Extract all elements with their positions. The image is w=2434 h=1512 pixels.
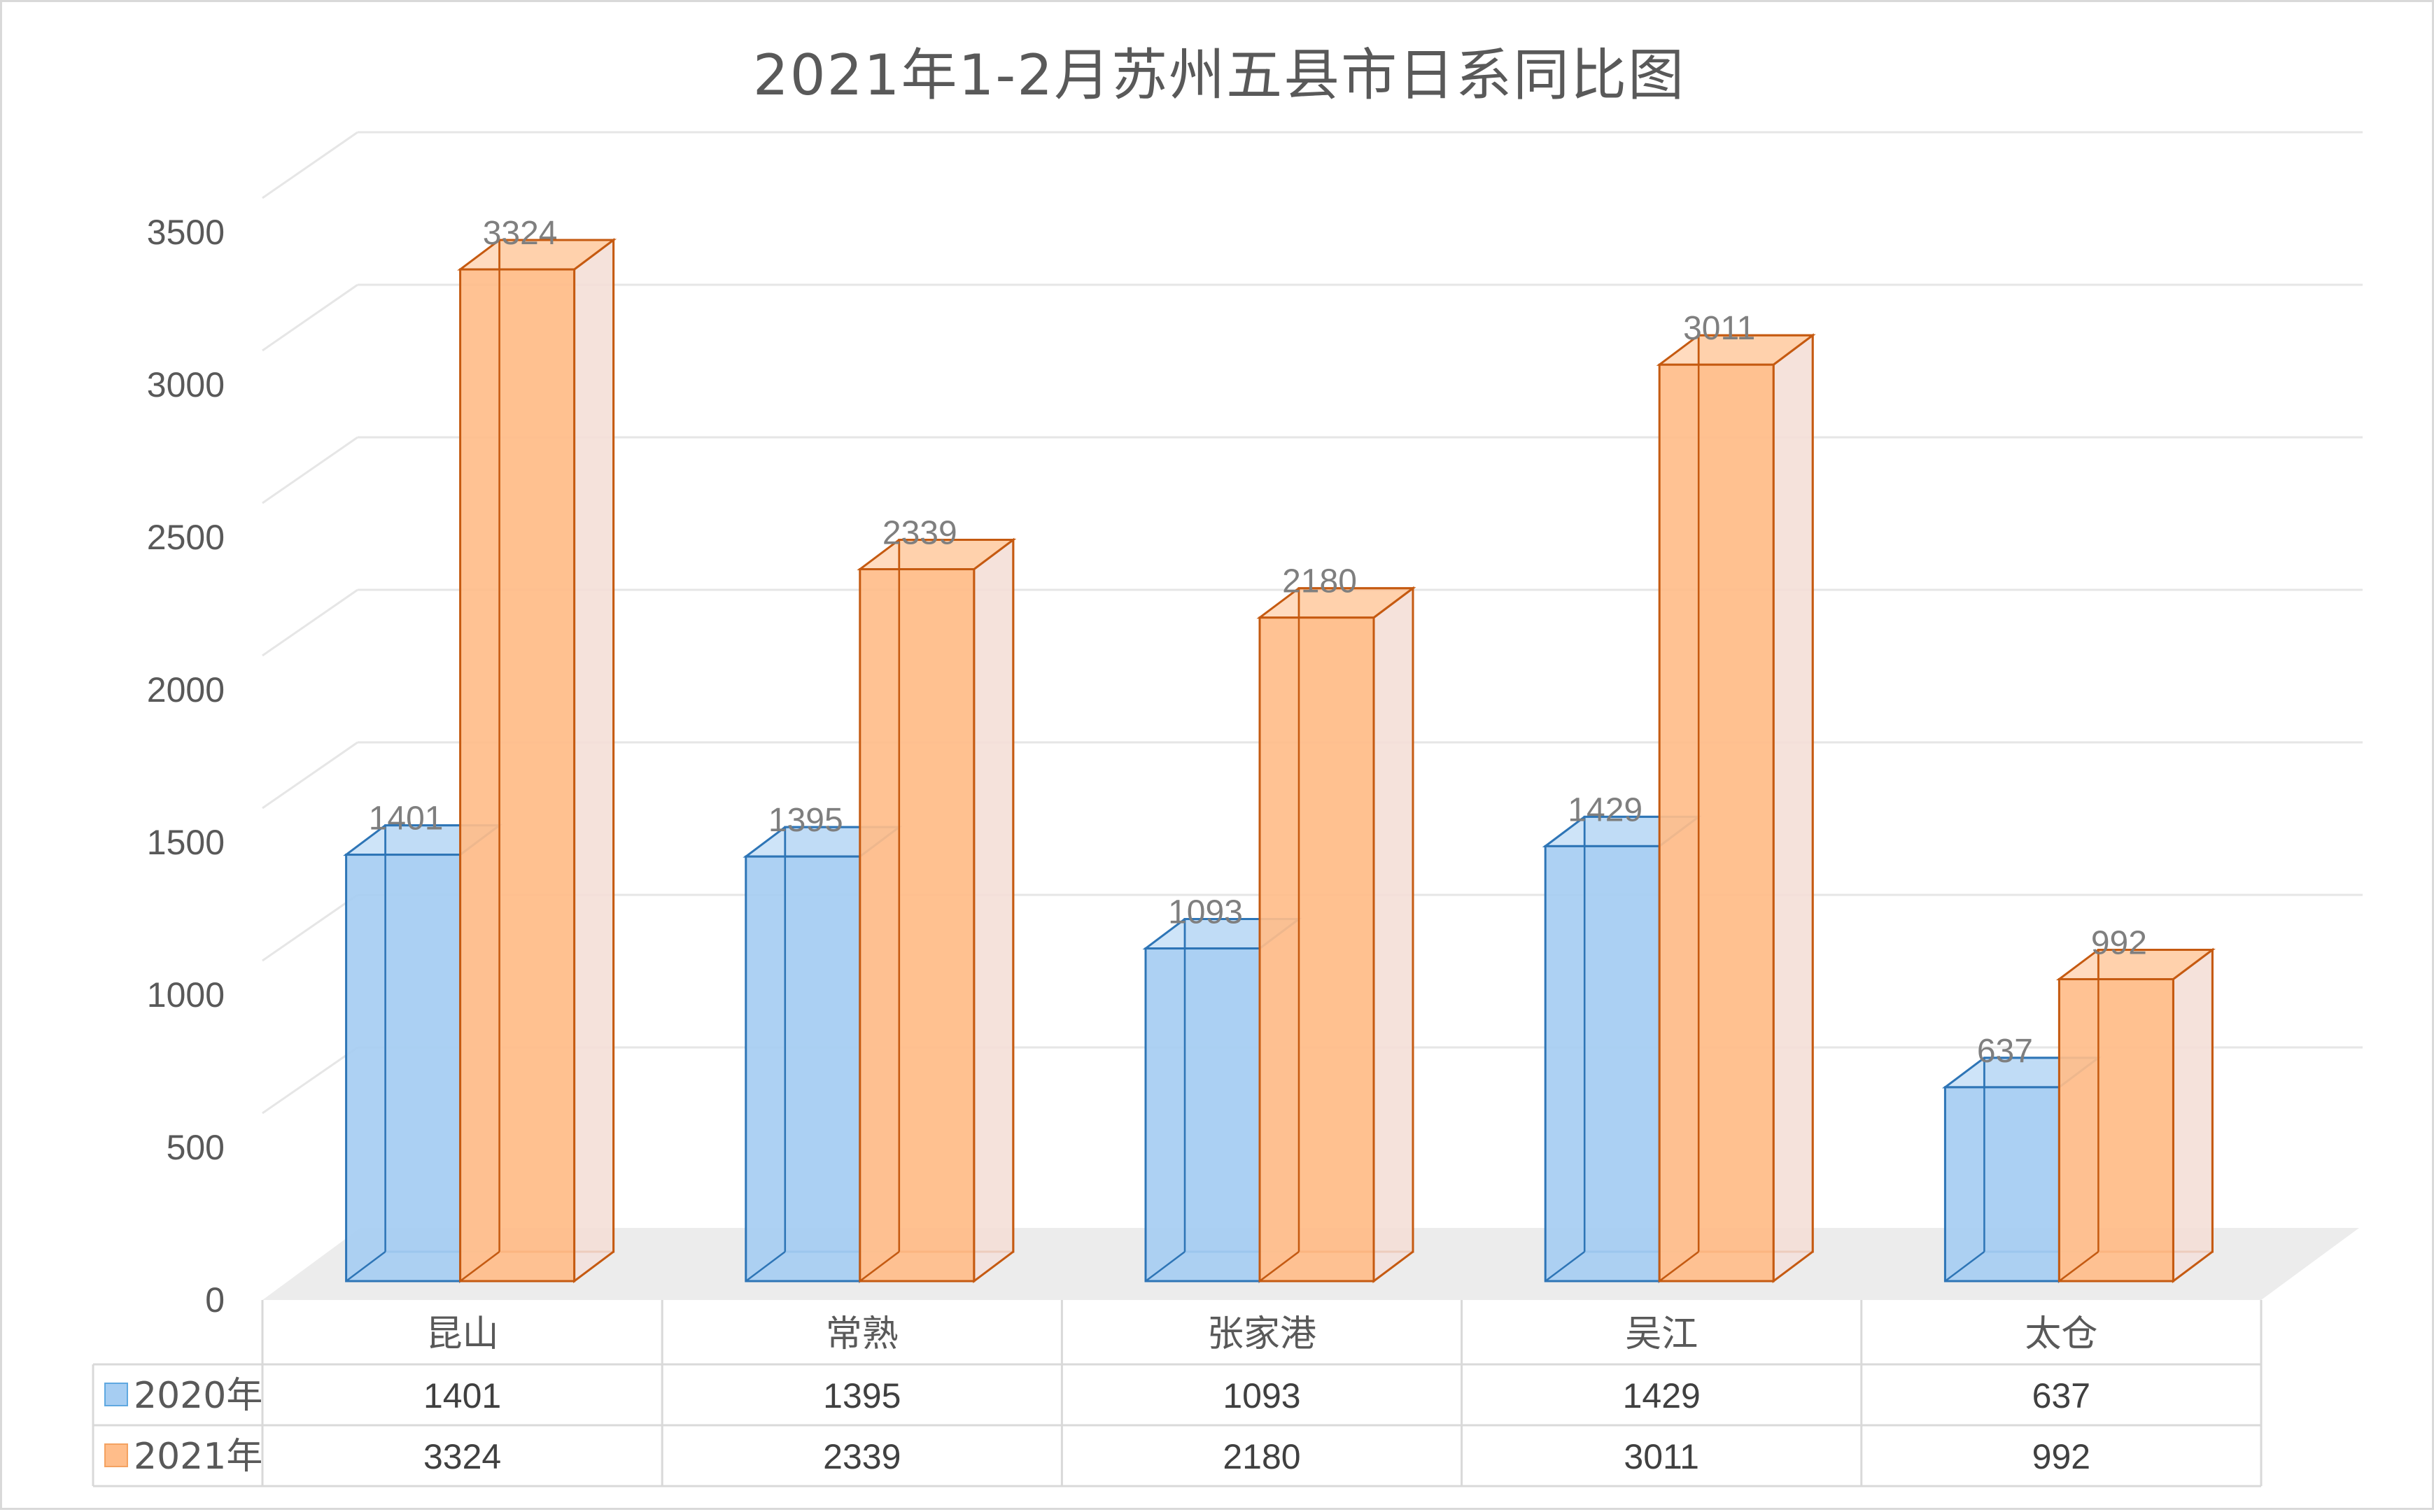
y-tick-label: 500 [167, 1128, 225, 1167]
y-tick-label: 2500 [147, 518, 225, 557]
bar-side-face [1372, 586, 1414, 1283]
y-tick-label: 1500 [147, 823, 225, 862]
gridline-side [262, 741, 358, 810]
data-label: 3011 [1683, 310, 1755, 347]
bar-2-1 [457, 238, 617, 1283]
table-category-label: 张家港 [1207, 1313, 1316, 1355]
table-cell-value: 1401 [423, 1376, 501, 1415]
bar-front-face [1258, 616, 1375, 1283]
bar-edge [459, 1251, 500, 1282]
bar-edge [745, 1251, 786, 1282]
gridline-side [262, 1046, 358, 1115]
bar-2-5 [2055, 947, 2216, 1283]
y-tick-label: 3000 [147, 365, 225, 404]
table-cell-value: 1395 [823, 1376, 901, 1415]
bar-front-face [1658, 363, 1775, 1283]
table-category-label: 吴江 [1625, 1313, 1698, 1355]
bar-side-face [973, 537, 1015, 1283]
bar-front-face [1943, 1086, 2060, 1283]
table-category-label: 昆山 [426, 1313, 499, 1355]
bar-front-face [1544, 845, 1661, 1283]
bar-front-face [745, 855, 861, 1283]
gridline-side [262, 893, 358, 962]
table-category-label: 太仓 [2025, 1313, 2097, 1355]
bar-front-face [859, 568, 976, 1283]
data-label: 992 [2091, 924, 2147, 961]
y-tick-label: 2000 [147, 670, 225, 709]
legend-label-1: 2020年 [134, 1375, 262, 1417]
bar-side-face [2172, 947, 2214, 1283]
data-label: 1093 [1168, 894, 1243, 931]
data-label: 1429 [1568, 791, 1642, 828]
table-cell-value: 1093 [1223, 1376, 1300, 1415]
bar-side-face [1772, 333, 1814, 1283]
table-cell-value: 992 [2032, 1437, 2090, 1476]
data-label: 2339 [882, 515, 957, 552]
bar-front-face [345, 854, 462, 1283]
table-cell-value: 637 [2032, 1376, 2090, 1415]
y-tick-label: 0 [205, 1280, 225, 1320]
bar-2-2 [857, 537, 1017, 1283]
table-cell-value: 3324 [423, 1437, 501, 1476]
table-cell-value: 2180 [1223, 1437, 1300, 1476]
bar-2-3 [1256, 586, 1416, 1283]
legend-key-2 [104, 1443, 128, 1467]
bar-side-face [573, 238, 615, 1283]
table-cell-value: 3011 [1624, 1437, 1699, 1476]
legend-key-1 [104, 1383, 128, 1406]
gridline-side [262, 436, 358, 504]
gridline-side [262, 283, 358, 352]
bar-edge [345, 1251, 386, 1282]
bar-front-face [2057, 977, 2174, 1283]
table-category-label: 常熟 [826, 1313, 899, 1355]
bar-edge [1145, 1251, 1186, 1282]
bar-edge [859, 1251, 900, 1282]
data-label: 2180 [1282, 563, 1357, 600]
data-label: 1401 [369, 800, 444, 838]
table-cell-value: 1429 [1623, 1376, 1701, 1415]
chart-title: 2021年1-2月苏州五县市日系同比图 [752, 43, 1686, 108]
bar-edge [1259, 1251, 1300, 1282]
gridline-side [262, 131, 358, 199]
data-label: 3324 [483, 215, 558, 252]
y-tick-label: 1000 [147, 975, 225, 1015]
table-cell-value: 2339 [823, 1437, 901, 1476]
bar-edge [1659, 1251, 1699, 1282]
bar-front-face [1144, 947, 1261, 1283]
bar-edge [1545, 1251, 1585, 1282]
bar-front-face [459, 268, 576, 1283]
y-tick-label: 3500 [147, 213, 225, 252]
bar-edge [1944, 1251, 1985, 1282]
gridline-side [262, 588, 358, 657]
data-label: 637 [1977, 1033, 2033, 1070]
bar-edge [2058, 1251, 2099, 1282]
legend-label-2: 2021年 [134, 1436, 262, 1478]
data-label: 1395 [768, 802, 843, 839]
bar-2-4 [1656, 333, 1816, 1283]
